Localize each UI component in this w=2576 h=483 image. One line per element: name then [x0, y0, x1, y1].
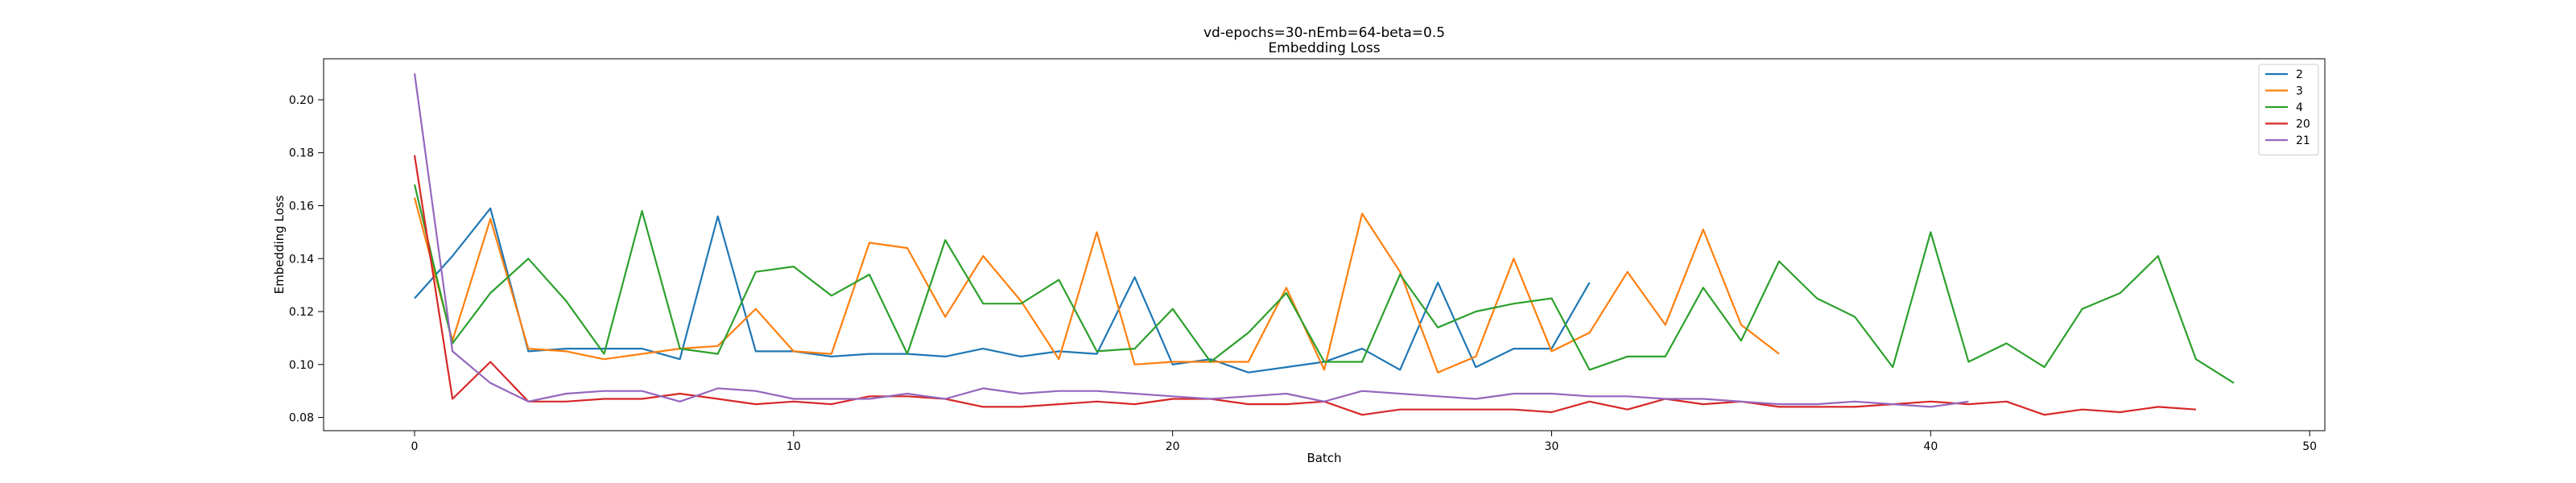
legend-label-20: 20	[2296, 118, 2310, 131]
x-tick-label: 10	[786, 440, 801, 453]
y-tick-label: 0.14	[289, 253, 314, 266]
series-line-3	[413, 197, 1780, 374]
x-axis-label: Batch	[1307, 451, 1341, 465]
legend-label-4: 4	[2296, 101, 2303, 114]
y-tick-label: 0.12	[289, 306, 314, 319]
chart-subtitle: Embedding Loss	[1268, 40, 1380, 56]
x-axis: 0 10 20 30 40 50	[411, 431, 2317, 453]
x-tick-label: 30	[1545, 440, 1559, 453]
legend-label-21: 21	[2296, 134, 2310, 147]
y-tick-label: 0.08	[289, 412, 314, 425]
legend-label-2: 2	[2296, 68, 2303, 81]
x-tick-label: 50	[2302, 440, 2317, 453]
plot-area	[413, 72, 2235, 416]
chart-title: vd-epochs=30-nEmb=64-beta=0.5	[1203, 25, 1445, 41]
legend: 2 3 4 20 21	[2258, 64, 2319, 155]
y-tick-label: 0.18	[289, 147, 314, 160]
x-tick-label: 40	[1923, 440, 1938, 453]
x-tick-label: 0	[411, 440, 419, 453]
y-tick-label: 0.20	[289, 94, 314, 107]
legend-box	[2258, 64, 2319, 155]
series-line-2	[414, 207, 1591, 374]
series-line-4	[413, 184, 2235, 384]
axes-frame	[323, 58, 2326, 431]
series-line-21	[413, 72, 1969, 408]
legend-label-3: 3	[2296, 85, 2303, 98]
y-tick-label: 0.16	[289, 200, 314, 213]
y-axis: 0.08 0.10 0.12 0.14 0.16 0.18 0.20	[289, 94, 324, 425]
y-tick-label: 0.10	[289, 359, 314, 372]
y-axis-label: Embedding Loss	[272, 195, 287, 294]
x-tick-label: 20	[1166, 440, 1180, 453]
